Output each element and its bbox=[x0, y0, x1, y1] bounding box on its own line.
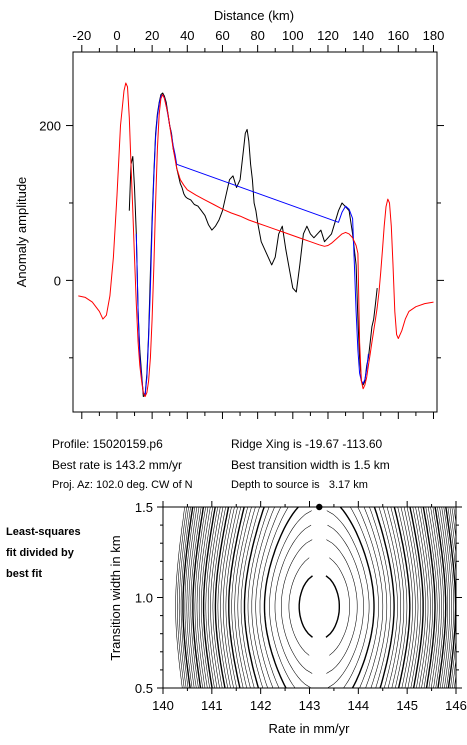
x-tick-label: 20 bbox=[145, 28, 159, 43]
rate-tick-label: 145 bbox=[396, 698, 418, 713]
rate-tick-label: 146 bbox=[445, 698, 467, 713]
x-tick-label: 80 bbox=[250, 28, 264, 43]
fit-contour-line bbox=[240, 507, 398, 688]
best-rate-text: Best rate is 143.2 mm/yr bbox=[52, 458, 183, 472]
x-tick-label: 160 bbox=[387, 28, 409, 43]
best-width-text: Best transition width is 1.5 km bbox=[231, 458, 390, 472]
fit-contour-line bbox=[202, 507, 436, 688]
fit-contour-line bbox=[217, 507, 421, 688]
anomaly-tick-labels: -20 0 20 40 60 80 100 120 140 160 180 0 200 bbox=[39, 28, 444, 288]
fit-contour-line bbox=[222, 507, 416, 688]
x-tick-label: 60 bbox=[215, 28, 229, 43]
fit-contour-line bbox=[201, 507, 438, 688]
fit-contour-line bbox=[177, 507, 456, 688]
fit-contour-line bbox=[190, 507, 448, 688]
best-fit-marker bbox=[316, 503, 323, 511]
fit-contour-line bbox=[198, 507, 440, 688]
anomaly-x-axis-label: Distance (km) bbox=[214, 8, 294, 23]
fit-contour-line bbox=[192, 507, 447, 688]
fit-contour-line bbox=[247, 507, 391, 688]
fit-contour-line bbox=[281, 539, 358, 674]
fit-contour-line bbox=[180, 507, 456, 688]
fit-contour-line bbox=[220, 507, 419, 688]
fit-contour-line bbox=[184, 507, 454, 688]
profile-text: Profile: 15020159.p6 bbox=[52, 437, 163, 451]
fit-contour-line bbox=[259, 507, 379, 688]
ridge-crossing-text: Ridge Xing is -19.67 -113.60 bbox=[231, 437, 383, 451]
fit-contour-line bbox=[212, 507, 426, 688]
anomaly-y-axis-label: Anomaly amplitude bbox=[14, 177, 29, 288]
anomaly-ticks bbox=[66, 45, 444, 419]
fit-contour-line bbox=[255, 507, 384, 688]
anomaly-series-line bbox=[78, 82, 434, 397]
fit-contour-line bbox=[194, 507, 444, 688]
fit-contour-chart: 140 141 142 143 144 145 146 0.5 1.0 1.5 Rate in m… bbox=[108, 500, 467, 736]
fit-tick-labels: 140 141 142 143 144 145 146 0.5 1.0 1.5 bbox=[135, 500, 467, 713]
fit-contour-line bbox=[210, 507, 429, 688]
fit-contour-line bbox=[237, 507, 401, 688]
fit-contour-line bbox=[214, 507, 424, 688]
fit-contour-line bbox=[225, 507, 413, 688]
anomaly-series bbox=[78, 82, 434, 397]
fit-contour-line bbox=[231, 507, 408, 688]
contour-note-line: best fit bbox=[6, 568, 43, 580]
y-tick-label: 200 bbox=[39, 119, 61, 134]
anomaly-plot-frame bbox=[72, 51, 438, 413]
rate-tick-label: 141 bbox=[201, 698, 223, 713]
width-tick-label: 0.5 bbox=[135, 681, 153, 696]
fit-contour-line bbox=[175, 507, 456, 688]
fit-contour-line bbox=[196, 507, 442, 688]
fit-contour-line bbox=[243, 507, 395, 688]
fit-contour-line bbox=[269, 510, 370, 688]
projection-azimuth-text: Proj. Az: 102.0 deg. CW of N bbox=[52, 479, 193, 491]
fit-contour-line bbox=[234, 507, 405, 688]
fit-plot-frame bbox=[162, 506, 457, 689]
x-tick-label: -20 bbox=[72, 28, 91, 43]
fit-contour-line bbox=[182, 507, 456, 688]
fit-contour-line bbox=[188, 507, 450, 688]
width-tick-label: 1.5 bbox=[135, 500, 153, 515]
x-tick-label: 180 bbox=[423, 28, 445, 43]
anomaly-series-line bbox=[128, 92, 378, 397]
rate-tick-label: 143 bbox=[299, 698, 321, 713]
fit-contour-line bbox=[205, 507, 433, 688]
fit-x-axis-label: Rate in mm/yr bbox=[269, 721, 351, 736]
fit-contour-line bbox=[298, 575, 340, 638]
y-tick-label: 0 bbox=[54, 273, 61, 288]
fit-contour-line bbox=[288, 557, 350, 656]
fit-contour-line bbox=[207, 507, 431, 688]
fit-contour-line bbox=[274, 524, 364, 688]
contour-note-line: fit divided by bbox=[6, 547, 74, 559]
fit-contours bbox=[175, 507, 456, 688]
x-tick-label: 100 bbox=[282, 28, 304, 43]
rate-tick-label: 142 bbox=[250, 698, 272, 713]
rate-tick-label: 144 bbox=[347, 698, 369, 713]
fit-contour-line bbox=[228, 507, 411, 688]
x-tick-label: 0 bbox=[113, 28, 120, 43]
fit-y-axis-label: Transition width in km bbox=[108, 535, 123, 660]
fit-contour-line bbox=[178, 507, 456, 688]
rate-tick-label: 140 bbox=[152, 698, 174, 713]
fit-ticks bbox=[157, 501, 462, 694]
fit-contour-line bbox=[251, 507, 388, 688]
x-tick-label: 140 bbox=[352, 28, 374, 43]
width-tick-label: 1.0 bbox=[135, 591, 153, 606]
depth-text: Depth to source is 3.17 km bbox=[231, 479, 368, 491]
fit-contour-line bbox=[186, 507, 452, 688]
fit-contour-line bbox=[263, 507, 375, 688]
contour-note-line: Least-squares bbox=[6, 526, 81, 538]
anomaly-chart: -20 0 20 40 60 80 100 120 140 160 180 0 200 Distance… bbox=[14, 8, 444, 419]
contour-note: Least-squares fit divided by best fit bbox=[6, 522, 81, 585]
x-tick-label: 40 bbox=[180, 28, 194, 43]
anomaly-series-line bbox=[135, 94, 369, 396]
x-tick-label: 120 bbox=[317, 28, 339, 43]
